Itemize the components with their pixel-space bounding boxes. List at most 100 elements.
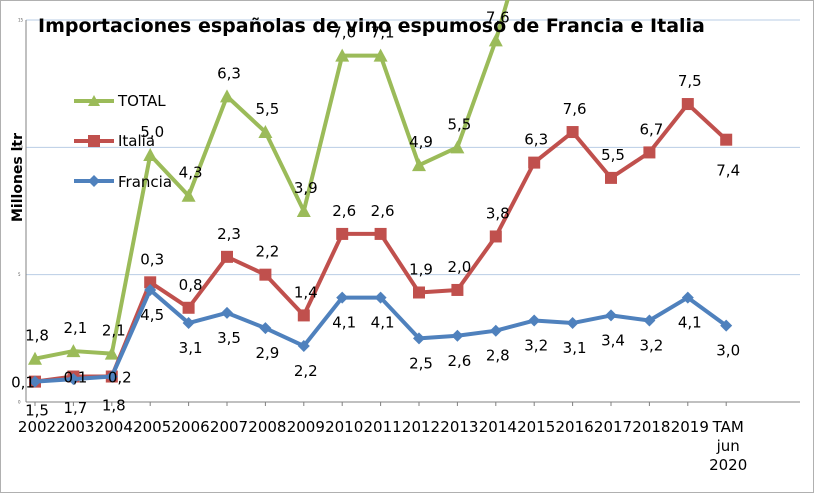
point-italia	[605, 171, 617, 184]
data-label-francia: 4,1	[371, 314, 395, 332]
point-italia	[413, 286, 425, 299]
point-francia	[720, 319, 733, 332]
point-italia	[566, 126, 579, 139]
point-italia	[643, 146, 656, 159]
data-label-francia: 4,1	[678, 314, 702, 332]
data-label-italia: 0,1	[11, 374, 35, 392]
point-total	[412, 158, 426, 172]
x-tick-label-line: 2005	[133, 418, 171, 436]
data-label-francia: 4,5	[140, 306, 164, 324]
x-tick-label: 2015	[517, 418, 555, 436]
legend-label-total: TOTAL	[117, 92, 166, 110]
point-francia	[374, 291, 387, 304]
x-tick-label: TAM jun 2020	[709, 418, 747, 474]
x-tick-label-line: 2017	[594, 418, 632, 436]
point-italia	[182, 301, 195, 314]
data-label-italia: 2,6	[371, 202, 395, 220]
data-label-italia: 2,3	[217, 225, 241, 243]
data-label-francia: 4,1	[332, 314, 356, 332]
point-francia	[489, 324, 502, 337]
data-label-francia: 1,8	[102, 397, 126, 415]
x-tick-label: 2019	[671, 418, 709, 436]
data-label-italia: 5,5	[601, 146, 625, 164]
x-tick-label: 2009	[287, 418, 325, 436]
x-tick-label: 2003	[56, 418, 94, 436]
x-tick-label-line: 2006	[172, 418, 210, 436]
data-label-italia: 7,5	[678, 72, 702, 90]
x-tick-label-line: 2002	[18, 418, 56, 436]
data-label-francia: 3,4	[601, 331, 625, 349]
data-label-total: 6,3	[217, 64, 241, 82]
point-total	[66, 344, 81, 358]
legend-item-italia: Italia	[74, 132, 155, 150]
point-italia	[374, 227, 387, 240]
data-label-italia: 7,6	[563, 100, 587, 118]
point-francia	[259, 322, 272, 335]
data-label-francia: 3,5	[217, 329, 241, 347]
y-tick-labels: 0 5 10 15	[18, 18, 24, 405]
data-label-francia: 3,2	[524, 337, 548, 355]
y-tick-label: 0	[18, 400, 21, 405]
data-label-total: 5,5	[255, 100, 279, 118]
point-total	[143, 147, 158, 161]
x-tick-label-line: 2010	[325, 418, 363, 436]
x-tick-label: 2007	[210, 418, 248, 436]
x-tick-label: 2018	[632, 418, 670, 436]
data-labels: 1,8 2,1 2,1 5,0 4,3 6,3 5,5 3,9 7,0 7,1 4,9 5,5 7,6 1…	[11, 8, 740, 420]
point-francia	[297, 339, 310, 352]
point-italia	[144, 276, 157, 289]
point-total	[488, 33, 503, 47]
point-italia	[259, 268, 272, 281]
legend-item-francia: Francia	[74, 173, 172, 191]
point-total	[220, 89, 234, 103]
x-tick-labels: 2002 2003 2004 2005 2006 2007 2008 2009 2010 2011…	[18, 402, 747, 474]
x-tick-label-line: 2003	[56, 418, 94, 436]
point-francia	[605, 309, 617, 322]
x-tick-label: 2011	[364, 418, 402, 436]
x-tick-label-line: 2014	[479, 418, 517, 436]
data-label-francia: 1,5	[25, 402, 49, 420]
point-italia	[681, 98, 694, 111]
legend-marker-italia	[88, 135, 100, 147]
point-total	[258, 125, 273, 139]
data-label-total: 5,0	[140, 123, 164, 141]
point-francia	[643, 314, 656, 327]
data-label-italia: 0,1	[63, 369, 87, 387]
legend: TOTAL Italia Francia	[74, 92, 172, 191]
point-francia	[681, 291, 694, 304]
x-tick-label-line: 2016	[556, 418, 594, 436]
x-tick-label-line: 2020	[709, 456, 747, 474]
data-label-total: 2,1	[63, 319, 87, 337]
data-label-francia: 3,2	[639, 337, 663, 355]
point-total	[335, 48, 350, 62]
point-francia	[451, 329, 464, 342]
data-label-francia: 2,9	[255, 344, 279, 362]
data-label-italia: 1,9	[409, 260, 433, 278]
x-tick-label: 2002	[18, 418, 56, 436]
point-francia	[182, 317, 195, 330]
point-francia	[105, 370, 118, 383]
x-tick-label: 2010	[325, 418, 363, 436]
data-label-total: 5,5	[447, 115, 471, 133]
x-tick-label: 2012	[402, 418, 440, 436]
point-total	[296, 204, 311, 217]
legend-label-italia: Italia	[118, 132, 155, 150]
x-tick-label-line: 2009	[287, 418, 325, 436]
data-label-francia: 2,5	[409, 354, 433, 372]
chart-title: Importaciones españolas de vino espumoso…	[38, 15, 705, 37]
point-total	[181, 188, 196, 202]
point-italia	[451, 283, 464, 296]
legend-label-francia: Francia	[118, 173, 172, 191]
data-label-total: 7,6	[486, 8, 510, 26]
point-total	[373, 48, 388, 62]
x-tick-label-line: 2011	[364, 418, 402, 436]
x-tick-label-line: 2012	[402, 418, 440, 436]
point-italia	[221, 250, 233, 263]
data-label-italia: 6,7	[639, 120, 663, 138]
point-francia	[144, 283, 157, 296]
data-label-total: 2,1	[102, 322, 126, 340]
x-tick-label: 2017	[594, 418, 632, 436]
legend-marker-total	[88, 95, 100, 106]
